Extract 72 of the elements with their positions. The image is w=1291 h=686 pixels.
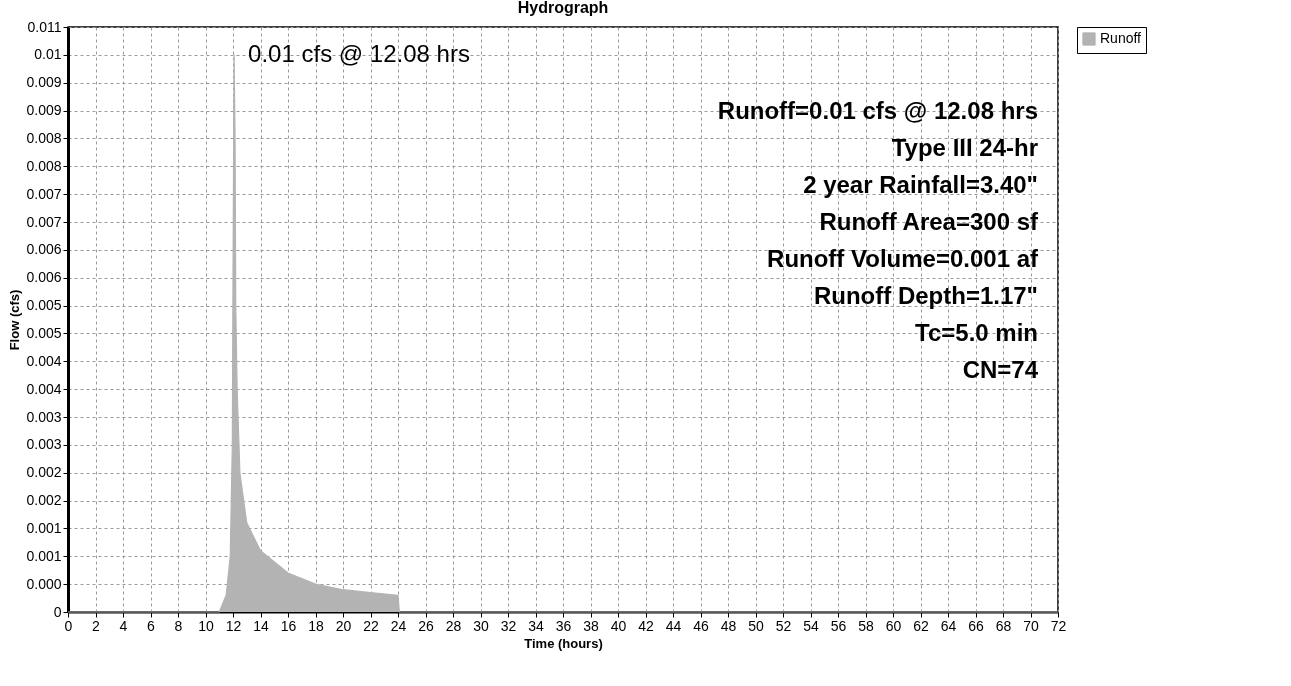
y-tick-label: 0.009 [26, 74, 62, 91]
x-tick-label: 26 [418, 617, 434, 634]
legend-label: Runoff [1100, 30, 1142, 46]
x-tick-label: 40 [610, 617, 627, 634]
x-tick-label: 30 [473, 617, 489, 634]
y-tick-label: 0.007 [26, 185, 62, 202]
x-tick-label: 70 [1023, 617, 1039, 634]
y-tick-label: 0 [53, 603, 62, 620]
x-tick-label: 58 [858, 617, 874, 634]
y-tick-label: 0.005 [26, 297, 62, 314]
chart-title: Hydrograph [517, 0, 609, 16]
x-tick-label: 2 [92, 617, 101, 634]
x-axis-title: Time (hours) [524, 635, 603, 651]
annotation: Runoff Depth=1.17" [813, 282, 1038, 309]
x-tick-label: 36 [555, 617, 572, 634]
y-tick-label: 0.01 [34, 46, 62, 63]
y-tick-label: 0.009 [26, 102, 62, 119]
x-tick-label: 12 [225, 617, 242, 634]
x-tick-label: 14 [253, 617, 269, 634]
y-tick-label: 0.011 [27, 18, 62, 35]
y-axis-title: Flow (cfs) [7, 289, 23, 351]
y-tick-label: 0.003 [26, 436, 62, 453]
x-tick-label: 52 [775, 617, 792, 634]
x-tick-label: 20 [335, 617, 352, 634]
y-tick-label: 0.007 [26, 213, 62, 230]
x-tick-label: 18 [308, 617, 324, 634]
x-tick-label: 48 [720, 617, 737, 634]
x-tick-label: 34 [528, 617, 544, 634]
x-tick-label: 38 [583, 617, 599, 634]
x-tick-label: 24 [390, 617, 407, 634]
annotation: Type III 24-hr [891, 134, 1038, 161]
y-tick-label: 0.002 [26, 464, 62, 481]
y-tick-label: 0.001 [26, 519, 62, 536]
x-tick-label: 28 [445, 617, 462, 634]
y-tick-label: 0.002 [26, 492, 62, 509]
x-tick-label: 22 [363, 617, 379, 634]
x-tick-label: 64 [940, 617, 957, 634]
x-tick-label: 42 [638, 617, 654, 634]
annotation: Runoff Area=300 sf [819, 208, 1039, 235]
y-tick-label: 0.008 [26, 157, 62, 174]
x-tick-label: 72 [1050, 617, 1067, 634]
x-tick-label: 46 [693, 617, 709, 634]
x-tick-label: 66 [968, 617, 984, 634]
y-tick-label: 0.005 [26, 324, 62, 341]
y-tick-label: 0.004 [26, 380, 62, 397]
annotation: Tc=5.0 min [915, 319, 1038, 346]
x-tick-label: 16 [280, 617, 297, 634]
annotation: Runoff Volume=0.001 af [767, 245, 1039, 272]
x-tick-label: 32 [500, 617, 517, 634]
x-tick-label: 60 [885, 617, 902, 634]
y-tick-label: 0.004 [26, 352, 62, 369]
y-tick-label: 0.000 [26, 575, 62, 592]
y-tick-label: 0.001 [26, 547, 62, 564]
x-tick-label: 68 [995, 617, 1012, 634]
x-tick-label: 10 [198, 617, 214, 634]
x-tick-label: 44 [665, 617, 682, 634]
x-tick-label: 50 [748, 617, 764, 634]
x-tick-label: 0 [64, 617, 73, 634]
annotation: Runoff=0.01 cfs @ 12.08 hrs [717, 97, 1038, 124]
x-tick-label: 62 [913, 617, 929, 634]
x-tick-label: 4 [119, 617, 128, 634]
x-tick-label: 8 [174, 617, 183, 634]
x-tick-label: 54 [803, 617, 819, 634]
x-tick-label: 56 [830, 617, 847, 634]
annotation: 2 year Rainfall=3.40" [803, 171, 1038, 198]
y-tick-label: 0.006 [26, 241, 62, 258]
y-tick-label: 0.008 [26, 129, 62, 146]
y-tick-label: 0.003 [26, 408, 62, 425]
y-tick-label: 0.006 [26, 269, 62, 286]
annotation: 0.01 cfs @ 12.08 hrs [248, 39, 470, 67]
annotation: CN=74 [962, 356, 1039, 383]
x-tick-label: 6 [147, 617, 156, 634]
